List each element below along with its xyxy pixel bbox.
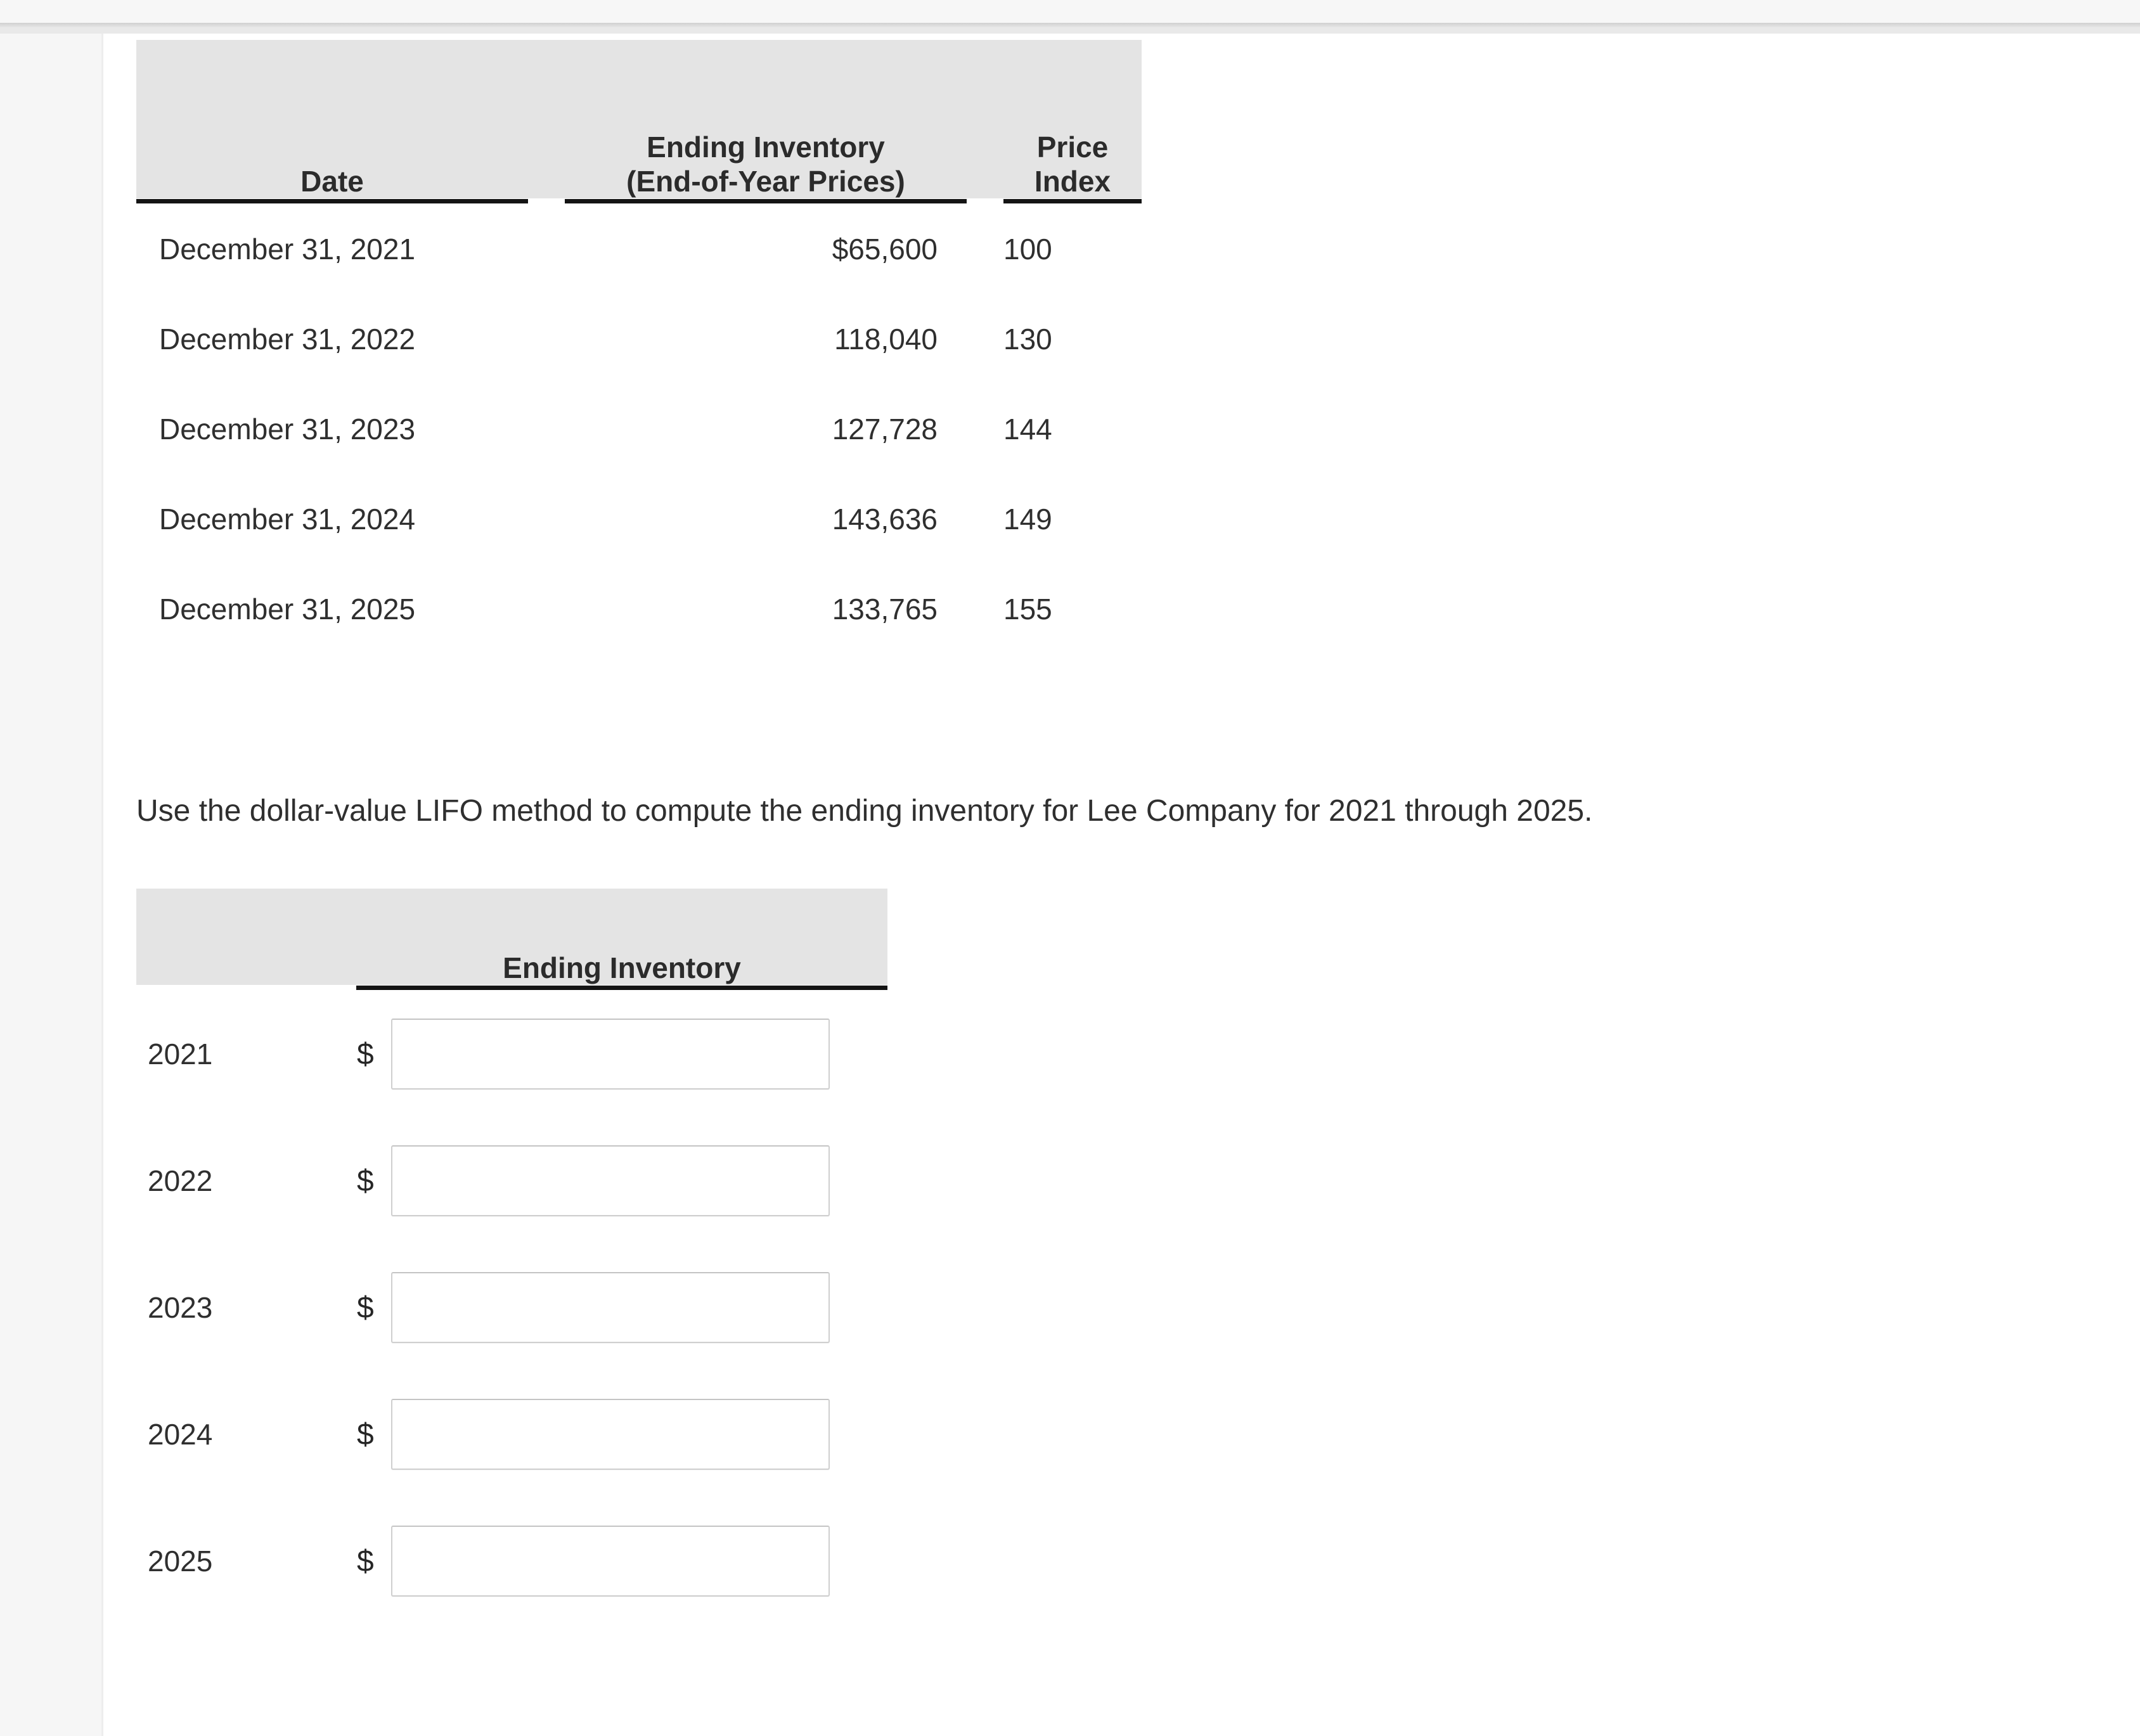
currency-symbol: $ [357, 1037, 374, 1071]
list-item: 2021 $ [136, 991, 887, 1117]
answer-row-year-label: 2021 [148, 1038, 213, 1071]
header-gap-1 [528, 40, 565, 198]
top-strip-divider [0, 23, 2140, 27]
left-gutter-edge [101, 34, 103, 1736]
header-rule-date [136, 198, 528, 204]
question-content-area: Date Ending Inventory (End-of-Year Price… [103, 34, 2140, 1736]
cell-price-index: 149 [1003, 503, 1052, 536]
cell-ending-inventory: $65,600 [832, 233, 938, 266]
column-header-ending-inventory: Ending Inventory (End-of-Year Prices) [565, 40, 967, 198]
answer-column-header-ending-inventory: Ending Inventory [356, 889, 887, 985]
ending-inventory-input-2021[interactable] [391, 1019, 830, 1090]
answer-header-row: Ending Inventory [136, 889, 887, 985]
column-header-price-index-line1: Price [1036, 131, 1109, 164]
header-gap-2 [967, 40, 1003, 198]
answer-entry-table: Ending Inventory 2021 $2022 $2023 $2024 $202… [136, 889, 887, 1624]
inventory-data-table: Date Ending Inventory (End-of-Year Price… [136, 40, 1142, 654]
list-item: 2023 $ [136, 1244, 887, 1371]
left-gutter [0, 34, 101, 1736]
cell-date: December 31, 2021 [159, 233, 416, 266]
cell-gap-1 [528, 384, 565, 474]
cell-ending-inventory: 143,636 [832, 503, 938, 536]
answer-row-input-cell: $ [356, 1244, 887, 1371]
answer-row-year-label: 2025 [148, 1545, 213, 1578]
cell-ending-inventory: 127,728 [832, 413, 938, 446]
cell-price-index: 100 [1003, 233, 1052, 266]
answer-row-year-label: 2022 [148, 1164, 213, 1197]
cell-price-index: 155 [1003, 593, 1052, 626]
inventory-header-rule-row [136, 198, 1142, 204]
column-header-ending-inventory-line1: Ending Inventory [647, 131, 885, 164]
answer-table-body: 2021 $2022 $2023 $2024 $2025 $ [136, 991, 887, 1624]
cell-gap-1 [528, 294, 565, 384]
header-rule-ending-inventory [565, 198, 967, 204]
answer-header-rule-ending-inventory [356, 985, 887, 991]
table-row: December 31, 2025 133,765 155 [136, 564, 1142, 654]
cell-gap-2 [967, 564, 1003, 654]
cell-price-index: 144 [1003, 413, 1052, 446]
question-prompt: Use the dollar-value LIFO method to comp… [136, 794, 1593, 828]
column-header-price-index: Price Index [1003, 40, 1142, 198]
cell-date: December 31, 2023 [159, 413, 416, 446]
header-rule-gap-2 [967, 198, 1003, 204]
table-row: December 31, 2022 118,040 130 [136, 294, 1142, 384]
answer-row-input-cell: $ [356, 1498, 887, 1624]
column-header-date: Date [136, 40, 528, 198]
cell-date: December 31, 2024 [159, 503, 416, 536]
column-header-ending-inventory-line2: (End-of-Year Prices) [626, 164, 905, 198]
answer-row-year-label: 2023 [148, 1291, 213, 1324]
inventory-header-row: Date Ending Inventory (End-of-Year Price… [136, 40, 1142, 198]
header-rule-gap-1 [528, 198, 565, 204]
answer-row-input-cell: $ [356, 1371, 887, 1498]
list-item: 2022 $ [136, 1117, 887, 1244]
ending-inventory-input-2022[interactable] [391, 1145, 830, 1216]
cell-ending-inventory: 118,040 [834, 323, 938, 356]
ending-inventory-input-2025[interactable] [391, 1526, 830, 1597]
top-strip-divider-lower [0, 27, 2140, 34]
cell-date: December 31, 2022 [159, 323, 416, 356]
browser-top-strip [0, 0, 2140, 23]
ending-inventory-input-2023[interactable] [391, 1272, 830, 1343]
cell-gap-2 [967, 294, 1003, 384]
cell-gap-2 [967, 474, 1003, 564]
cell-gap-1 [528, 564, 565, 654]
currency-symbol: $ [357, 1290, 374, 1325]
table-row: December 31, 2023 127,728 144 [136, 384, 1142, 474]
cell-gap-2 [967, 384, 1003, 474]
cell-gap-1 [528, 204, 565, 294]
answer-column-header-spacer [136, 889, 356, 985]
ending-inventory-input-2024[interactable] [391, 1399, 830, 1470]
answer-header-rule-row [136, 985, 887, 991]
list-item: 2025 $ [136, 1498, 887, 1624]
column-header-price-index-line2: Index [1034, 164, 1111, 198]
answer-row-year-label: 2024 [148, 1418, 213, 1451]
cell-gap-2 [967, 204, 1003, 294]
table-row: December 31, 2021 $65,600 100 [136, 204, 1142, 294]
header-rule-price-index [1003, 198, 1142, 204]
cell-date: December 31, 2025 [159, 593, 416, 626]
currency-symbol: $ [357, 1544, 374, 1578]
answer-header-rule-spacer [136, 985, 356, 991]
answer-table-head: Ending Inventory [136, 889, 887, 991]
currency-symbol: $ [357, 1417, 374, 1451]
inventory-table-body: December 31, 2021 $65,600 100 December 31, … [136, 204, 1142, 654]
list-item: 2024 $ [136, 1371, 887, 1498]
cell-ending-inventory: 133,765 [832, 593, 938, 626]
cell-gap-1 [528, 474, 565, 564]
cell-price-index: 130 [1003, 323, 1052, 356]
inventory-table-head: Date Ending Inventory (End-of-Year Price… [136, 40, 1142, 204]
answer-row-input-cell: $ [356, 991, 887, 1117]
answer-row-input-cell: $ [356, 1117, 887, 1244]
currency-symbol: $ [357, 1164, 374, 1198]
table-row: December 31, 2024 143,636 149 [136, 474, 1142, 564]
